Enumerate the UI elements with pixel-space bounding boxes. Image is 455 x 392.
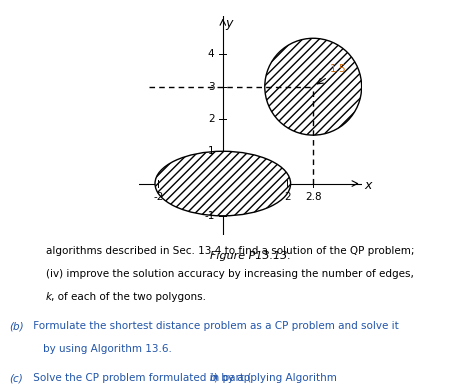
Text: by using Algorithm 13.6.: by using Algorithm 13.6.: [30, 344, 172, 354]
Text: Formulate the shortest distance problem as a CP problem and solve it: Formulate the shortest distance problem …: [30, 321, 398, 331]
Text: (b): (b): [9, 321, 24, 331]
Text: algorithms described in Sec. 13.4 to find a solution of the QP problem;: algorithms described in Sec. 13.4 to fin…: [46, 246, 414, 256]
Text: k: k: [46, 292, 51, 302]
Circle shape: [265, 38, 362, 135]
Text: y: y: [225, 17, 233, 30]
Text: (c): (c): [9, 374, 23, 383]
Text: Solve the CP problem formulated in part (: Solve the CP problem formulated in part …: [30, 374, 251, 383]
Text: 4: 4: [208, 49, 214, 60]
Text: ) by applying Algorithm: ) by applying Algorithm: [214, 374, 337, 383]
Text: 3: 3: [208, 82, 214, 92]
Text: -1: -1: [204, 211, 214, 221]
Text: , of each of the two polygons.: , of each of the two polygons.: [51, 292, 207, 302]
Text: 2: 2: [284, 192, 291, 202]
Text: -2: -2: [153, 192, 163, 202]
Ellipse shape: [155, 151, 291, 216]
Text: 2: 2: [208, 114, 214, 124]
Text: 1: 1: [208, 146, 214, 156]
Text: Figure P13.13.: Figure P13.13.: [210, 250, 291, 261]
Text: 2.8: 2.8: [305, 192, 322, 202]
Text: x: x: [364, 179, 372, 192]
Text: b: b: [209, 374, 216, 383]
Text: (iv) improve the solution accuracy by increasing the number of edges,: (iv) improve the solution accuracy by in…: [46, 269, 414, 279]
Text: 1.5: 1.5: [329, 64, 346, 74]
